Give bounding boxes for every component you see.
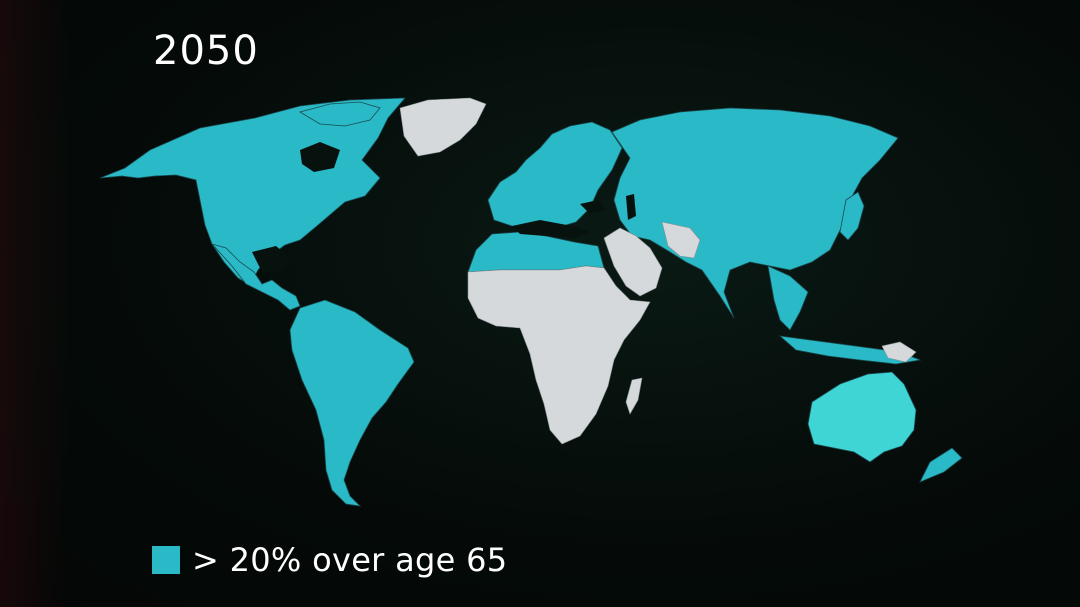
region-hudson-bay	[300, 142, 340, 172]
region-central-america	[210, 243, 301, 311]
region-north-america	[99, 97, 406, 286]
region-indonesia	[778, 335, 922, 365]
highlighted-regions	[99, 97, 963, 507]
background-glow	[0, 0, 70, 607]
region-japan	[839, 191, 865, 241]
region-greenland	[399, 97, 487, 157]
region-papua-new-guinea	[881, 341, 917, 363]
legend: > 20% over age 65	[152, 540, 507, 580]
region-north-africa	[467, 231, 605, 273]
other-regions	[399, 97, 917, 445]
region-madagascar	[625, 377, 643, 415]
region-central-asia	[661, 221, 701, 259]
region-caspian-sea	[626, 194, 636, 220]
region-mediterranean	[512, 220, 590, 238]
region-southeast-asia	[767, 265, 809, 331]
region-europe	[487, 121, 623, 233]
region-gulf-of-mexico	[252, 246, 290, 272]
region-black-sea	[580, 200, 606, 214]
year-title: 2050	[153, 28, 259, 74]
legend-label: > 20% over age 65	[192, 541, 508, 579]
lakes-and-seas	[252, 142, 636, 272]
legend-swatch	[152, 546, 180, 574]
region-middle-east	[603, 227, 663, 297]
region-arctic-islands	[298, 101, 381, 127]
region-new-zealand	[919, 447, 963, 483]
region-south-america	[289, 299, 415, 507]
region-australia	[807, 371, 917, 463]
region-africa	[467, 265, 651, 445]
